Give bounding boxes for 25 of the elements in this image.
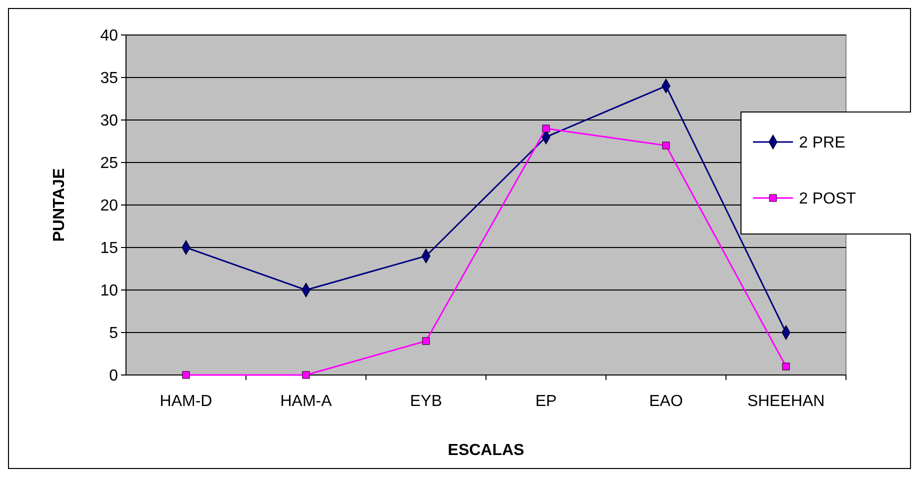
x-tick-label: SHEEHAN	[747, 393, 825, 410]
x-tick-label: HAM-D	[160, 393, 212, 410]
x-tick-label: EYB	[410, 393, 442, 410]
y-axis-title: PUNTAJE	[51, 168, 68, 242]
legend-label: 2 PRE	[799, 134, 846, 152]
point	[302, 371, 310, 379]
point	[782, 362, 790, 370]
y-tick-label: 0	[109, 368, 118, 385]
point	[182, 371, 190, 379]
y-tick-label: 10	[100, 282, 118, 300]
x-tick-label: EAO	[649, 393, 683, 410]
y-tick-label: 20	[100, 198, 118, 215]
x-axis-title: ESCALAS	[448, 442, 525, 459]
point	[662, 142, 670, 150]
y-tick-label: 35	[100, 70, 118, 88]
y-tick-label: 25	[100, 155, 118, 172]
y-tick-label: 40	[100, 28, 118, 45]
point	[422, 337, 430, 345]
legend-label: 2 POST	[799, 190, 856, 208]
x-tick-label: HAM-A	[280, 393, 332, 410]
y-tick-label: 15	[100, 240, 118, 258]
y-tick-label: 30	[100, 112, 118, 130]
y-tick-label: 5	[109, 325, 118, 342]
point	[542, 124, 550, 132]
x-tick-label: EP	[535, 393, 557, 410]
